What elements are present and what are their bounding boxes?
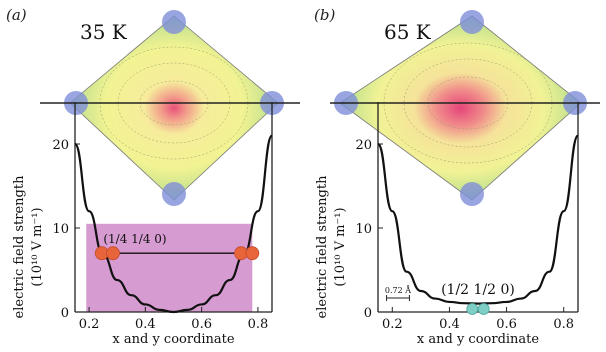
atom-marker (477, 303, 490, 315)
x-axis-label: x and y coordinate (112, 332, 234, 347)
y-tick-label: 20 (52, 138, 69, 153)
contour-map-b (330, 10, 600, 206)
plot-a: 0 10 20 0.2 0.4 0.6 0.8 x and y coordinate elect… (12, 102, 274, 347)
panel-label-b: (b) (314, 6, 336, 24)
y-tick-label: 10 (52, 222, 69, 237)
scale-bar-label: 0.72 Å (385, 286, 411, 295)
x-tick-label: 0.2 (79, 317, 100, 332)
x-tick-label: 0.4 (135, 317, 156, 332)
x-tick-label: 0.4 (439, 317, 460, 332)
y-tick-label: 10 (355, 222, 372, 237)
position-annotation: (1/4 1/4 0) (103, 232, 166, 246)
y-tick-label: 0 (61, 306, 69, 321)
y-tick-label: 20 (355, 138, 372, 153)
atom-marker (245, 246, 260, 261)
y-axis-label-line2: (10¹⁰ V m⁻¹) (30, 207, 45, 286)
atom-marker (466, 303, 479, 315)
temperature-label-b: 65 K (384, 20, 431, 44)
panel-label-a: (a) (6, 6, 27, 24)
x-axis-label: x and y coordinate (417, 332, 539, 347)
y-axis-label-line1: electric field strength (12, 175, 27, 319)
x-tick-label: 0.6 (191, 317, 212, 332)
position-annotation: (1/2 1/2 0) (441, 282, 515, 298)
plot-b: 0 10 20 0.2 0.4 0.6 0.8 x and y coordinate elect… (315, 102, 580, 347)
contour-map-a (40, 10, 300, 206)
x-tick-label: 0.8 (553, 317, 574, 332)
x-tick-label: 0.2 (382, 317, 403, 332)
y-tick-label: 0 (364, 306, 372, 321)
y-axis-label-line2: (10¹⁰ V m⁻¹) (333, 207, 348, 286)
field-curve (376, 134, 580, 305)
y-axis-label-line1: electric field strength (315, 175, 330, 319)
x-tick-label: 0.8 (248, 317, 269, 332)
shaded-band (86, 223, 253, 312)
x-tick-label: 0.6 (496, 317, 517, 332)
temperature-label-a: 35 K (80, 20, 127, 44)
atom-marker (106, 246, 120, 261)
